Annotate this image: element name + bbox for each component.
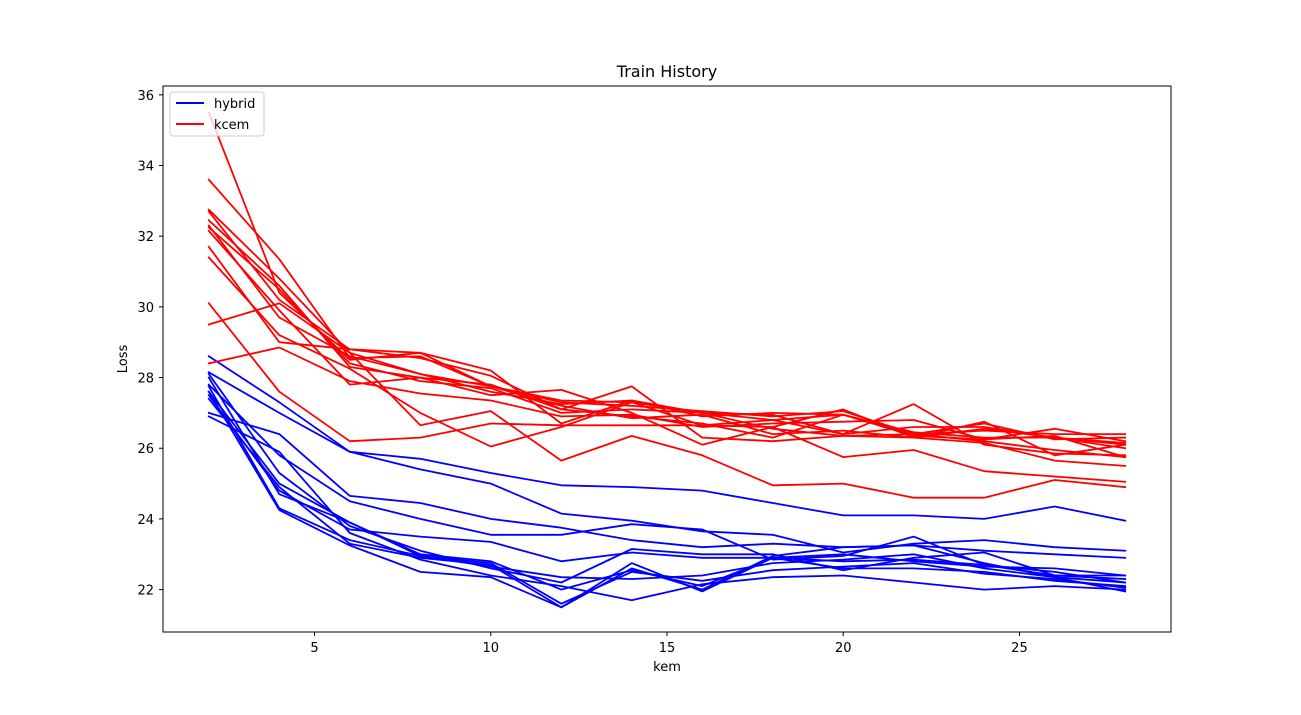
series-line-kcem-24 bbox=[207, 346, 1127, 459]
x-axis-label: kem bbox=[653, 660, 681, 675]
x-tick-label: 25 bbox=[1011, 641, 1028, 656]
series-line-hybrid-6 bbox=[207, 372, 1127, 584]
series-line-kcem-23 bbox=[207, 302, 1127, 499]
x-tick-label: 10 bbox=[483, 641, 500, 656]
y-tick-label: 24 bbox=[137, 513, 154, 528]
series-line-hybrid-9 bbox=[207, 376, 1127, 605]
x-tick-label: 5 bbox=[310, 641, 318, 656]
y-tick-label: 28 bbox=[137, 372, 154, 387]
y-tick-label: 26 bbox=[137, 442, 154, 457]
legend: hybrid kcem bbox=[169, 91, 265, 137]
series-line-hybrid-11 bbox=[207, 397, 1127, 609]
series-line-kcem-22 bbox=[207, 302, 1127, 483]
y-axis-ticks: 22 24 26 28 30 32 34 36 bbox=[137, 89, 163, 599]
series-lines bbox=[207, 111, 1127, 609]
y-tick-label: 36 bbox=[137, 89, 154, 104]
legend-label-hybrid: hybrid bbox=[214, 97, 255, 112]
y-axis-label: Loss bbox=[116, 345, 131, 374]
y-tick-label: 34 bbox=[137, 160, 154, 175]
x-tick-label: 15 bbox=[659, 641, 676, 656]
series-line-hybrid-0 bbox=[207, 355, 1127, 522]
series-line-kcem-21 bbox=[207, 256, 1127, 467]
y-tick-label: 32 bbox=[137, 230, 154, 245]
chart-title: Train History bbox=[616, 62, 717, 81]
y-tick-label: 30 bbox=[137, 301, 154, 316]
x-tick-label: 20 bbox=[835, 641, 852, 656]
legend-label-kcem: kcem bbox=[214, 118, 249, 133]
y-tick-label: 22 bbox=[137, 584, 154, 599]
series-line-hybrid-2 bbox=[207, 411, 1127, 559]
series-line-kcem-17 bbox=[207, 224, 1127, 450]
series-line-kcem-20 bbox=[207, 245, 1127, 459]
x-axis-ticks: 5 10 15 20 25 bbox=[310, 632, 1028, 656]
series-line-hybrid-10 bbox=[207, 415, 1127, 602]
